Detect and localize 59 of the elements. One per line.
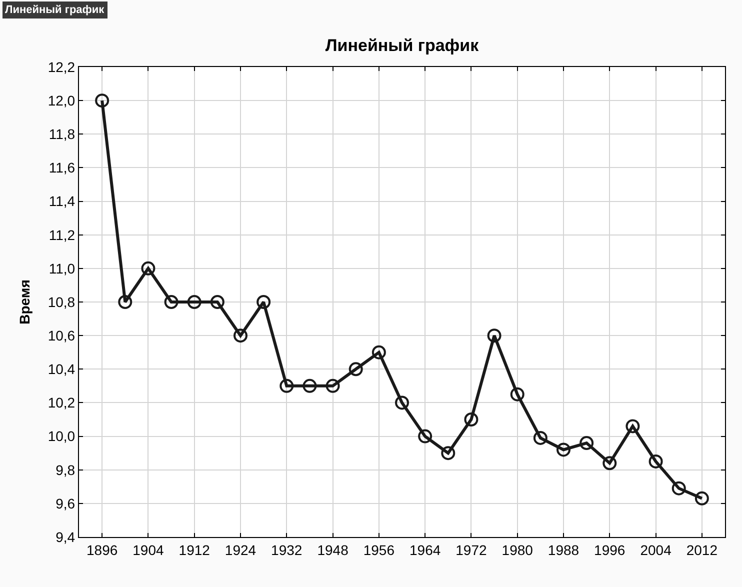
x-tick-label: 1948 bbox=[317, 542, 349, 558]
x-tick-label: 1988 bbox=[548, 542, 580, 558]
x-tick-label: 1912 bbox=[178, 542, 210, 558]
point bbox=[464, 412, 478, 426]
y-tick-label: 11,4 bbox=[48, 193, 76, 210]
x-tick-label: 1972 bbox=[456, 542, 487, 558]
x-tick-label: 1896 bbox=[86, 542, 118, 558]
y-tick-label: 10,2 bbox=[48, 394, 76, 411]
point bbox=[372, 345, 386, 360]
y-tick-label: 9,6 bbox=[56, 495, 76, 512]
point bbox=[441, 446, 456, 460]
y-tick-label: 10,0 bbox=[48, 428, 76, 444]
x-tick-label: 1996 bbox=[594, 542, 626, 558]
point bbox=[648, 454, 663, 468]
point bbox=[533, 430, 548, 445]
point bbox=[95, 94, 110, 108]
x-tick-label: 1964 bbox=[409, 542, 441, 558]
point bbox=[141, 261, 156, 276]
point bbox=[510, 387, 524, 402]
point bbox=[118, 295, 132, 309]
point bbox=[256, 295, 271, 309]
point bbox=[556, 442, 570, 457]
point bbox=[626, 419, 640, 434]
x-tick-label: 2004 bbox=[640, 542, 672, 558]
y-tick-label: 10,4 bbox=[48, 361, 76, 378]
point bbox=[280, 378, 294, 393]
point bbox=[672, 481, 686, 496]
x-tick-label: 1924 bbox=[224, 542, 256, 558]
x-tick-label: 1980 bbox=[502, 542, 534, 558]
point bbox=[210, 295, 224, 309]
y-tick-label: 11,2 bbox=[48, 226, 76, 243]
point bbox=[395, 396, 409, 410]
point bbox=[487, 328, 502, 343]
y-tick-label: 11,6 bbox=[48, 160, 76, 176]
y-tick-label: 9,8 bbox=[56, 462, 76, 478]
y-tick-label: 9,4 bbox=[56, 528, 76, 545]
x-tick-label: 1956 bbox=[363, 542, 395, 558]
point bbox=[580, 436, 594, 450]
point bbox=[326, 378, 340, 393]
point bbox=[234, 328, 248, 343]
y-tick-label: 10,6 bbox=[48, 327, 76, 344]
point bbox=[694, 491, 709, 506]
point bbox=[348, 362, 363, 376]
point bbox=[187, 295, 202, 309]
text: Линейный график bbox=[5, 4, 105, 16]
point bbox=[418, 429, 432, 444]
x-tick-label: 2012 bbox=[686, 542, 718, 558]
x-tick-label: 1904 bbox=[132, 542, 164, 558]
y-axis-title: Время bbox=[16, 280, 32, 324]
y-tick-label: 11,8 bbox=[48, 126, 76, 142]
y-tick-label: 11,0 bbox=[48, 260, 76, 276]
point bbox=[164, 295, 178, 309]
y-tick-label: 12,2 bbox=[48, 58, 76, 75]
y-tick-label: 12,0 bbox=[48, 92, 76, 108]
chart-title: Линейный график bbox=[325, 36, 480, 55]
x-tick-label: 1932 bbox=[271, 542, 302, 558]
y-tick-label: 10,8 bbox=[48, 294, 76, 310]
point bbox=[302, 378, 317, 393]
point bbox=[602, 456, 617, 470]
